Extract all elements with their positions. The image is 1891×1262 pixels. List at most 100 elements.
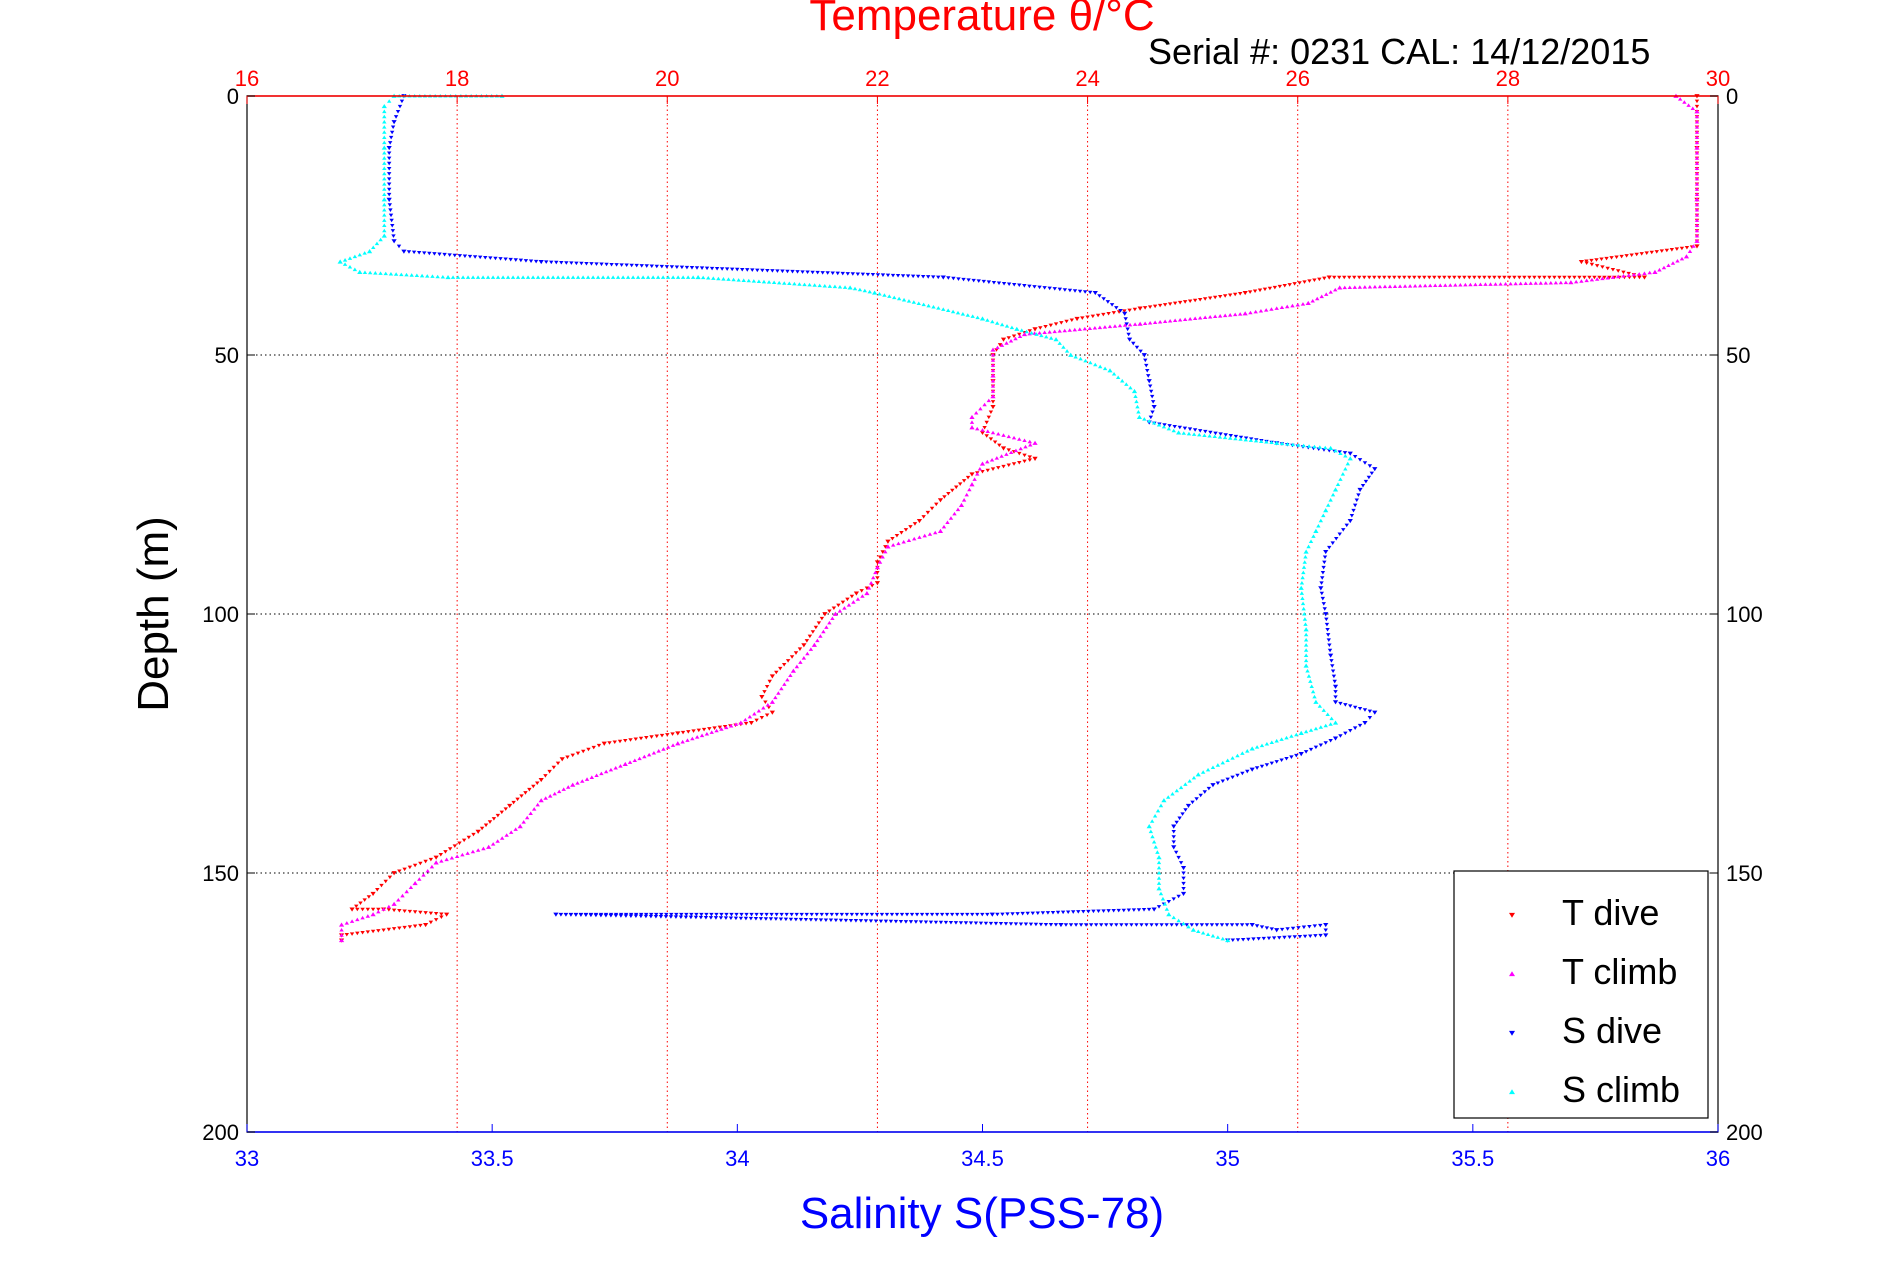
data-point bbox=[1177, 425, 1183, 430]
data-point bbox=[535, 802, 540, 807]
data-point bbox=[1006, 448, 1011, 452]
temperature-tick-label: 20 bbox=[655, 66, 679, 91]
data-point bbox=[1122, 323, 1128, 327]
legend: T dive T climb S dive S climb bbox=[1453, 870, 1709, 1119]
depth-tick-label-right: 0 bbox=[1726, 84, 1738, 109]
data-point bbox=[1264, 926, 1270, 930]
data-point bbox=[1083, 358, 1088, 363]
data-point bbox=[961, 479, 967, 483]
data-point bbox=[764, 684, 770, 689]
data-point bbox=[1262, 287, 1268, 292]
data-point bbox=[670, 743, 676, 747]
data-point bbox=[1232, 312, 1238, 317]
data-point bbox=[1134, 923, 1139, 927]
data-point bbox=[1149, 819, 1155, 823]
data-point bbox=[365, 930, 371, 934]
data-point bbox=[995, 912, 1000, 917]
data-point bbox=[1215, 763, 1221, 767]
data-point bbox=[1377, 284, 1383, 289]
data-point bbox=[1657, 267, 1662, 272]
data-point bbox=[1694, 218, 1700, 222]
data-point bbox=[664, 912, 669, 917]
data-point bbox=[724, 267, 730, 271]
data-point bbox=[1427, 283, 1433, 288]
data-point bbox=[937, 498, 944, 503]
data-point bbox=[996, 432, 1001, 436]
data-point bbox=[1274, 738, 1279, 743]
data-point bbox=[1136, 410, 1141, 414]
data-point bbox=[887, 294, 892, 298]
data-point bbox=[1600, 276, 1605, 281]
data-point bbox=[569, 261, 574, 265]
data-point bbox=[748, 720, 754, 726]
data-point bbox=[863, 919, 869, 923]
data-point bbox=[1092, 325, 1098, 330]
data-point bbox=[685, 738, 690, 742]
data-point bbox=[1331, 674, 1337, 679]
data-point bbox=[1017, 451, 1022, 456]
data-point bbox=[357, 252, 362, 257]
data-point bbox=[900, 274, 906, 278]
data-point bbox=[1382, 275, 1387, 280]
data-point bbox=[1325, 628, 1330, 632]
data-point bbox=[1114, 923, 1119, 927]
data-point bbox=[908, 525, 913, 529]
data-point bbox=[578, 913, 584, 917]
data-point bbox=[1325, 503, 1331, 507]
data-point bbox=[1032, 285, 1037, 289]
data-point bbox=[908, 920, 914, 924]
data-point bbox=[505, 275, 511, 279]
data-point bbox=[1155, 808, 1161, 813]
data-point bbox=[827, 284, 833, 288]
data-point bbox=[1135, 404, 1140, 409]
depth-tick-label-right: 100 bbox=[1726, 602, 1763, 627]
data-point bbox=[1034, 332, 1039, 336]
data-point bbox=[1230, 938, 1236, 943]
data-point bbox=[1225, 938, 1231, 943]
data-point bbox=[1694, 176, 1700, 181]
data-point bbox=[1027, 329, 1032, 333]
data-point bbox=[404, 889, 409, 894]
data-point bbox=[604, 262, 609, 267]
data-point bbox=[1230, 756, 1235, 760]
data-point bbox=[1300, 302, 1306, 306]
data-point bbox=[893, 919, 899, 924]
data-point bbox=[1279, 737, 1284, 741]
data-point bbox=[375, 888, 380, 892]
data-point bbox=[1017, 334, 1023, 339]
data-point bbox=[829, 912, 834, 917]
data-point bbox=[1367, 716, 1373, 720]
data-point bbox=[990, 384, 996, 388]
data-point bbox=[1022, 459, 1027, 464]
data-point bbox=[1254, 766, 1260, 770]
data-point bbox=[1229, 923, 1235, 927]
data-point bbox=[366, 895, 372, 899]
data-point bbox=[1333, 695, 1338, 699]
data-point bbox=[754, 718, 759, 723]
data-point bbox=[618, 764, 623, 768]
data-point bbox=[706, 276, 711, 280]
data-point bbox=[527, 787, 532, 792]
data-point bbox=[391, 901, 397, 906]
data-point bbox=[699, 266, 705, 270]
data-point bbox=[890, 543, 896, 547]
data-point bbox=[1087, 326, 1093, 330]
data-point bbox=[1326, 638, 1331, 642]
data-point bbox=[495, 813, 501, 818]
data-point bbox=[1009, 325, 1015, 330]
data-point bbox=[1326, 275, 1332, 280]
data-point bbox=[1422, 283, 1428, 288]
data-point bbox=[899, 531, 904, 535]
data-point bbox=[1171, 897, 1176, 901]
data-point bbox=[1249, 746, 1255, 751]
data-point bbox=[1351, 508, 1356, 513]
data-point bbox=[877, 555, 883, 559]
data-point bbox=[885, 544, 891, 549]
data-point bbox=[996, 281, 1002, 285]
data-point bbox=[1308, 539, 1314, 544]
depth-tick-label-left: 50 bbox=[215, 343, 239, 368]
data-point bbox=[1315, 296, 1320, 301]
data-point bbox=[1483, 282, 1488, 286]
data-point bbox=[1048, 923, 1054, 927]
data-point bbox=[978, 406, 983, 411]
